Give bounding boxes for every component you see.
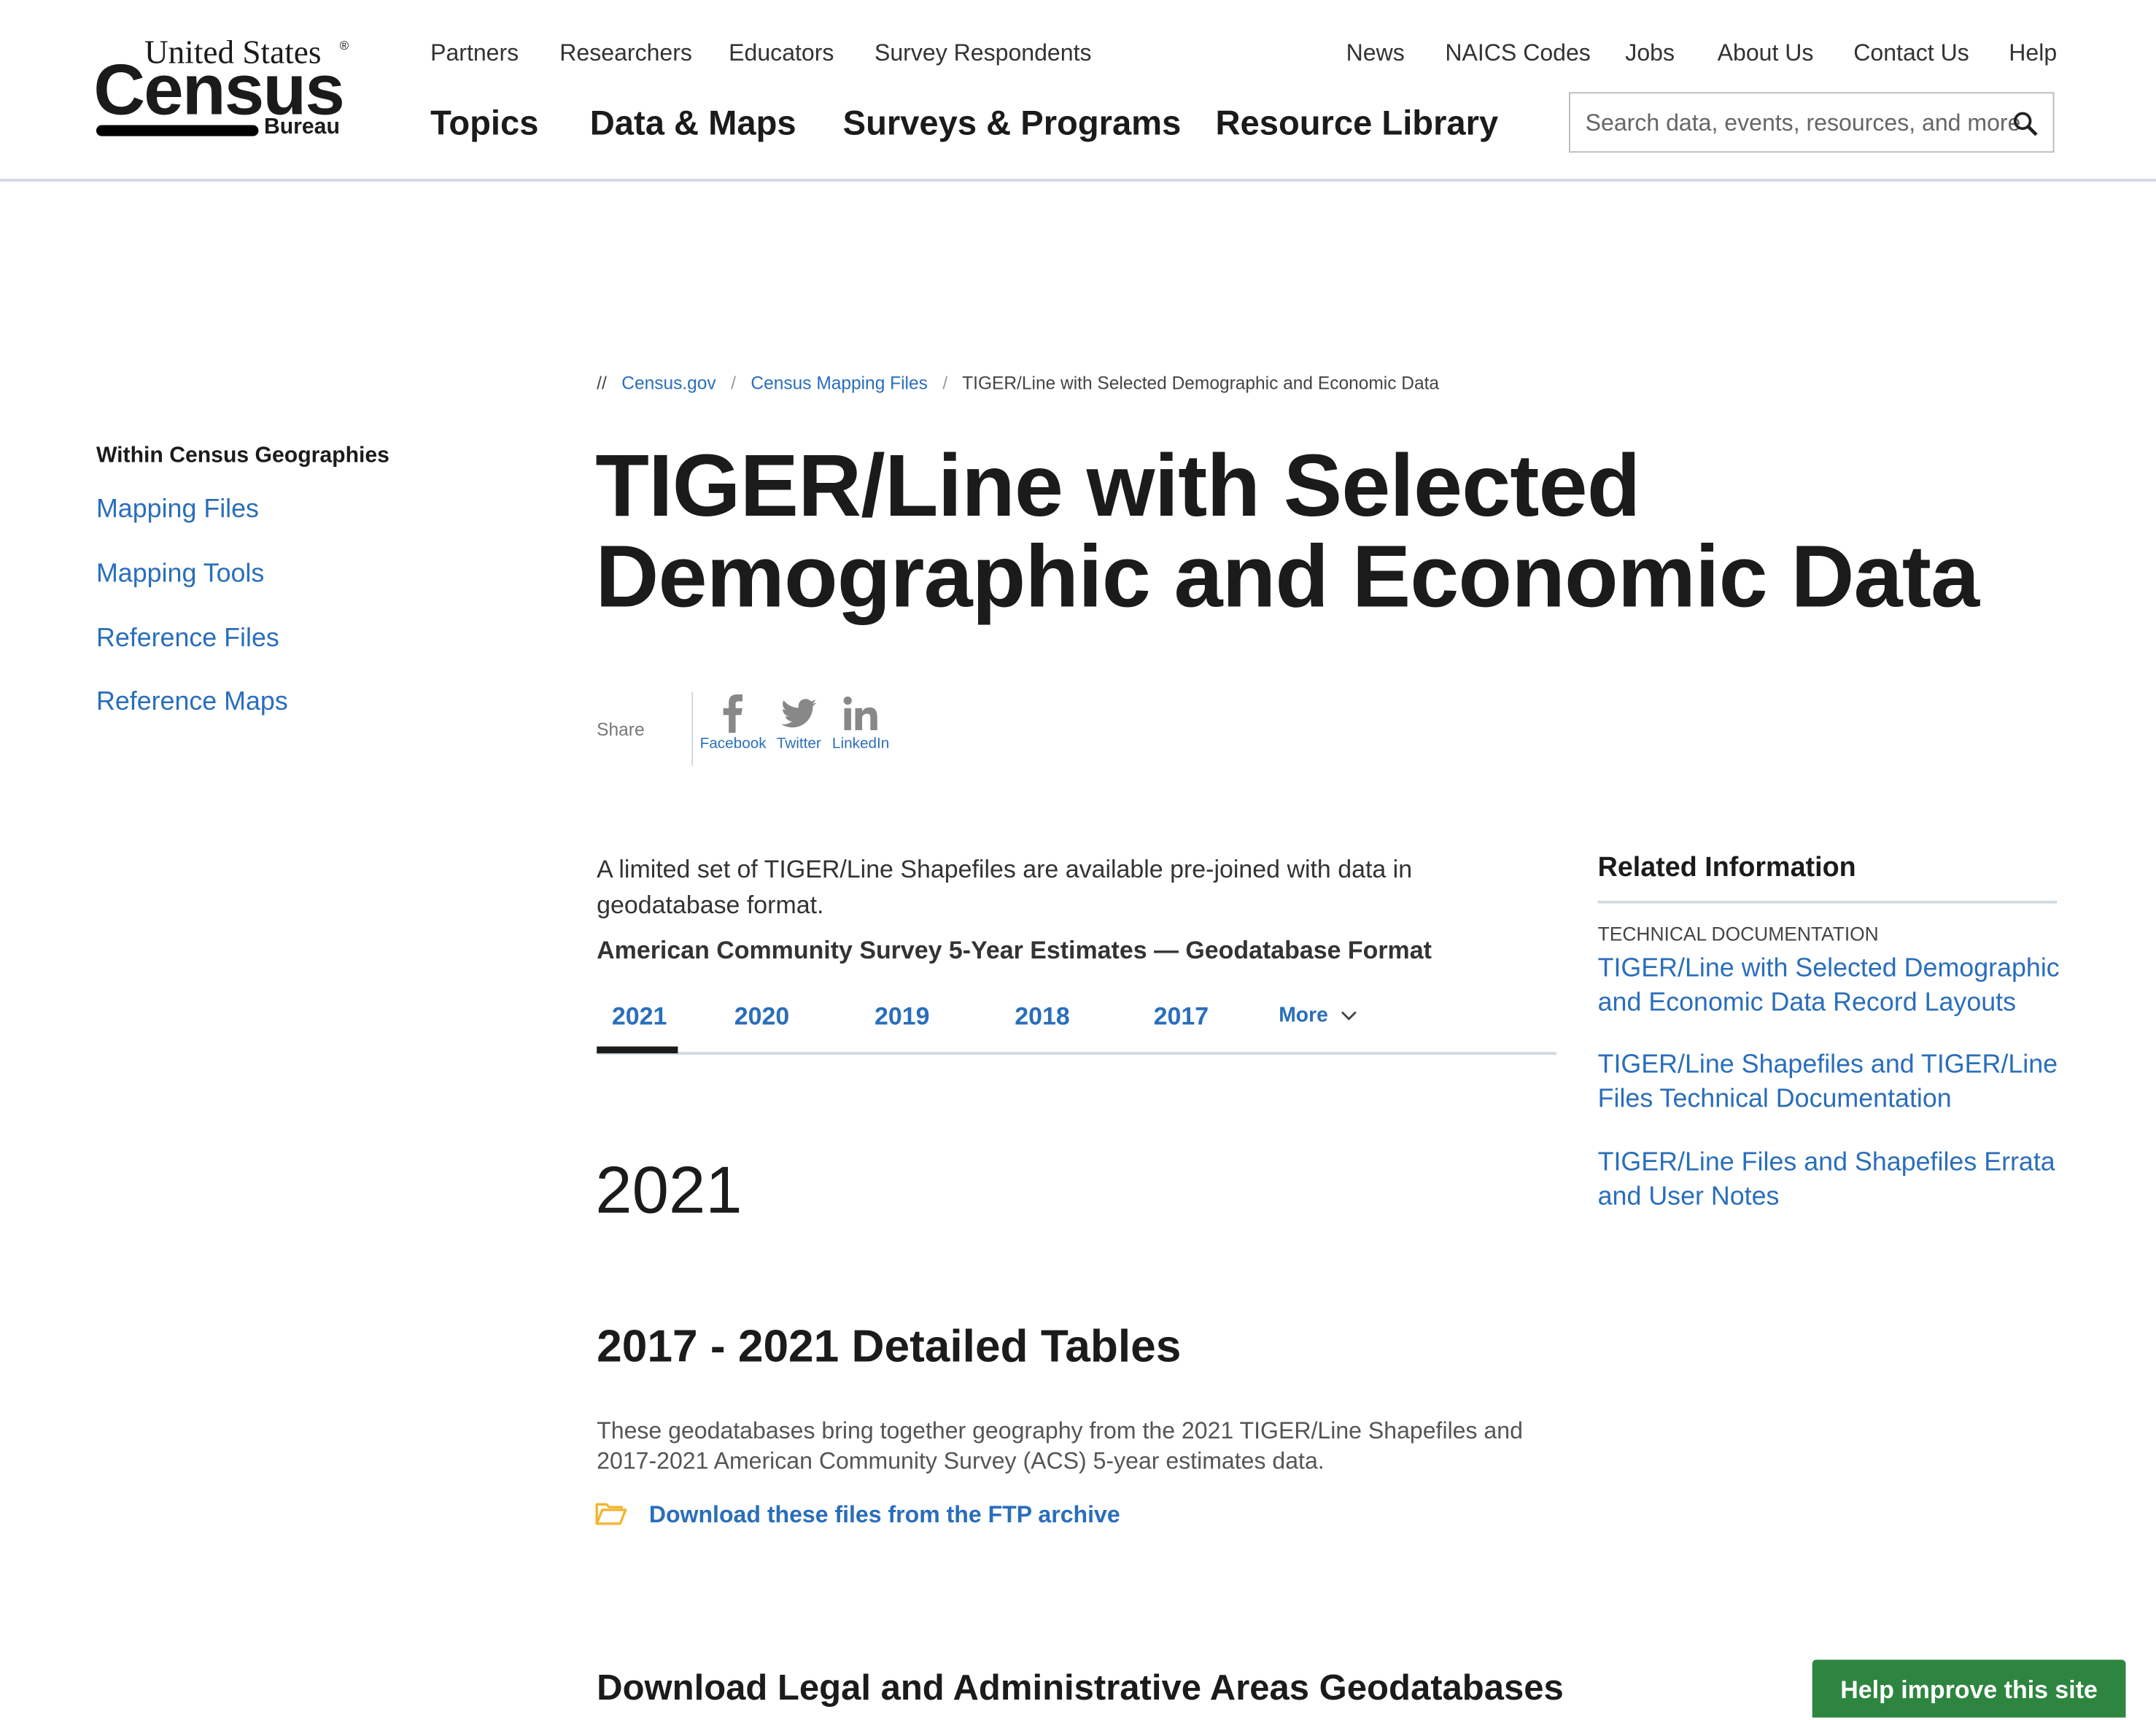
site-header (0, 0, 2156, 182)
related-link-errata[interactable]: TIGER/Line Files and Shapefiles Errata an… (1597, 1148, 2055, 1212)
nav-news[interactable]: News (1346, 39, 1405, 66)
search-input[interactable]: Search data, events, resources, and more (1569, 92, 2055, 153)
intro-text: A limited set of TIGER/Line Shapefiles a… (597, 855, 1413, 919)
ftp-download-link[interactable]: Download these files from the FTP archiv… (648, 1501, 1120, 1528)
breadcrumb-census-gov[interactable]: Census.gov (621, 372, 716, 394)
related-category: TECHNICAL DOCUMENTATION (1597, 922, 1879, 945)
nav-data-maps[interactable]: Data & Maps (589, 104, 796, 144)
help-improve-button[interactable]: Help improve this site (1812, 1659, 2126, 1718)
nav-topics[interactable]: Topics (430, 104, 539, 144)
detailed-tables-description: These geodatabases bring together geogra… (597, 1417, 1523, 1474)
related-link-technical-documentation[interactable]: TIGER/Line Shapefiles and TIGER/Line File… (1597, 1050, 2058, 1115)
nav-contact-us[interactable]: Contact Us (1853, 39, 1969, 66)
tab-2021[interactable]: 2021 (611, 1002, 667, 1031)
tab-active-indicator (597, 1046, 678, 1054)
folder-icon (595, 1503, 627, 1525)
nav-researchers[interactable]: Researchers (559, 39, 692, 66)
sidebar-item-reference-maps[interactable]: Reference Maps (96, 687, 288, 717)
year-heading: 2021 (595, 1155, 742, 1228)
tab-2020[interactable]: 2020 (734, 1002, 790, 1031)
sidebar-item-mapping-tools[interactable]: Mapping Tools (96, 559, 265, 589)
breadcrumb-mapping-files[interactable]: Census Mapping Files (751, 372, 928, 394)
nav-resource-library[interactable]: Resource Library (1215, 104, 1499, 144)
tabs-underline (597, 1052, 1557, 1055)
tab-2019[interactable]: 2019 (874, 1002, 930, 1031)
share-divider (691, 692, 694, 767)
detailed-tables-heading: 2017 - 2021 Detailed Tables (597, 1320, 1182, 1371)
nav-survey-respondents[interactable]: Survey Respondents (874, 39, 1092, 66)
chevron-down-icon (1341, 1011, 1357, 1020)
legal-areas-heading: Download Legal and Administrative Areas … (597, 1666, 1564, 1708)
tab-2017[interactable]: 2017 (1153, 1002, 1209, 1031)
nav-naics-codes[interactable]: NAICS Codes (1445, 39, 1591, 66)
nav-educators[interactable]: Educators (729, 39, 834, 66)
related-divider (1597, 900, 2058, 904)
nav-partners[interactable]: Partners (430, 39, 519, 66)
page-title: TIGER/Line with Selected Demographic and… (595, 435, 1979, 626)
nav-about-us[interactable]: About Us (1717, 39, 1814, 66)
related-link-record-layouts[interactable]: TIGER/Line with Selected Demographic and … (1597, 954, 2060, 1018)
related-info-heading: Related Information (1597, 852, 1856, 883)
nav-help[interactable]: Help (2009, 39, 2058, 66)
share-linkedin[interactable]: LinkedIn (831, 694, 891, 752)
sidebar-item-reference-files[interactable]: Reference Files (96, 624, 279, 654)
nav-surveys-programs[interactable]: Surveys & Programs (842, 104, 1182, 144)
twitter-icon (781, 699, 817, 728)
breadcrumb: // Census.gov / Census Mapping Files / T… (597, 372, 1440, 394)
linkedin-icon (843, 696, 877, 731)
tab-2018[interactable]: 2018 (1015, 1002, 1070, 1031)
breadcrumb-current: TIGER/Line with Selected Demographic and… (962, 372, 1440, 394)
sidebar-item-mapping-files[interactable]: Mapping Files (96, 495, 259, 524)
survey-subheading: American Community Survey 5-Year Estimat… (597, 936, 1432, 964)
facebook-icon (723, 694, 743, 733)
sidebar-heading: Within Census Geographies (96, 443, 389, 468)
tab-more[interactable]: More (1279, 1004, 1357, 1027)
share-label: Share (597, 718, 645, 740)
share-twitter[interactable]: Twitter (772, 694, 825, 752)
search-icon[interactable] (2012, 110, 2039, 138)
share-facebook[interactable]: Facebook (700, 694, 767, 752)
census-logo[interactable]: United States ® Census Bureau (93, 36, 349, 139)
nav-jobs[interactable]: Jobs (1625, 39, 1675, 66)
